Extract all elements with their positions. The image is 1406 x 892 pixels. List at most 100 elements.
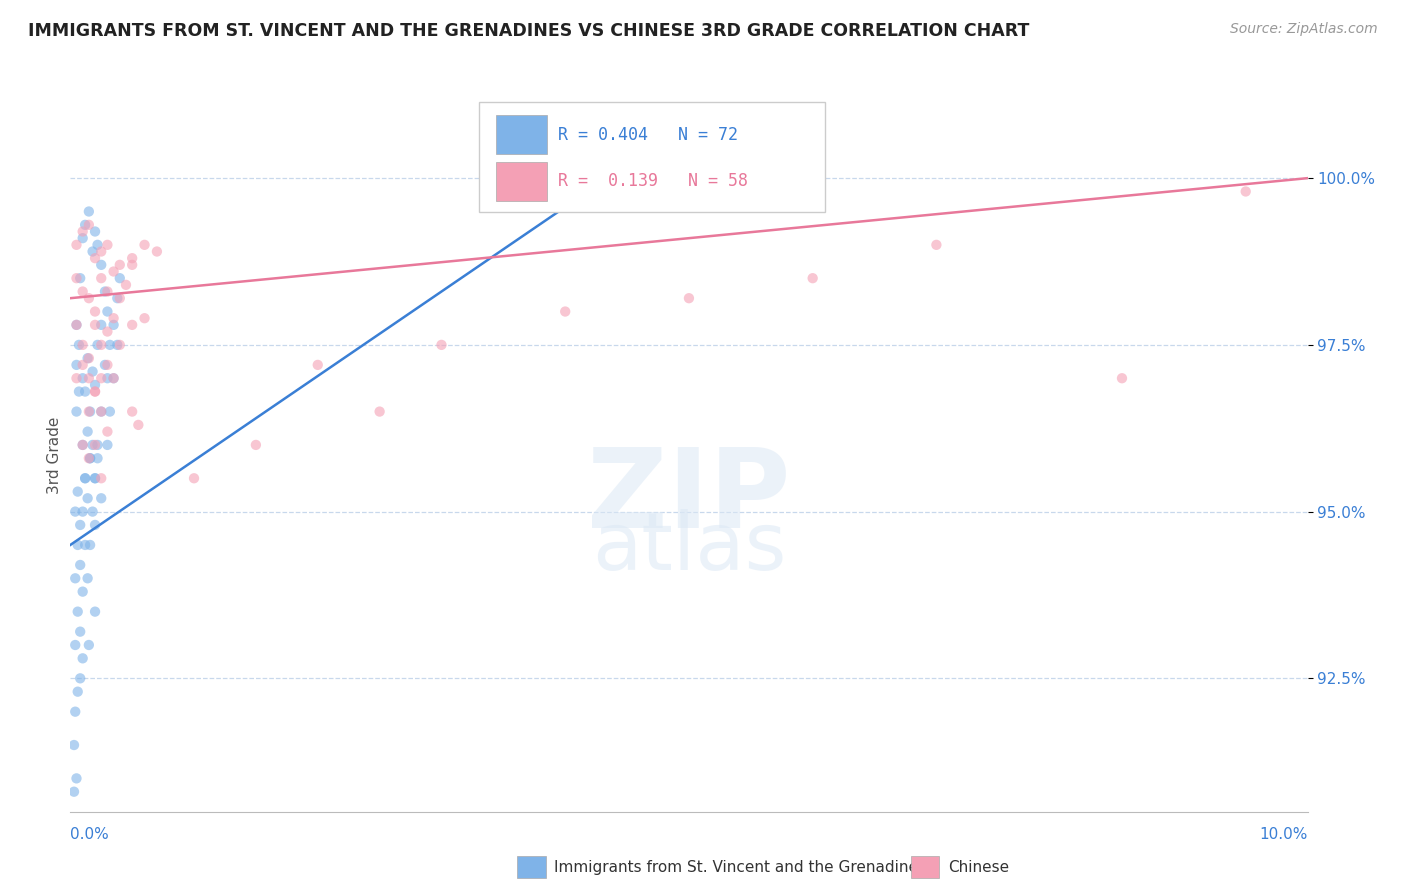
Point [76,351,98,366]
Point [103,318,125,332]
Point [108,338,131,352]
Point [72,505,94,519]
Point [66,484,89,499]
Point [86,237,108,252]
Point [115,277,138,292]
Point [84,377,107,392]
Point [96,237,118,252]
Point [108,258,131,272]
Point [103,311,125,326]
Point [69,271,91,285]
Point [678,291,700,305]
Point [77,638,100,652]
Point [75,471,97,485]
Point [77,371,100,385]
Point [82,505,104,519]
Point [65,358,87,372]
Point [94,358,117,372]
Point [86,451,108,466]
Point [105,338,128,352]
Point [103,264,125,278]
Point [183,471,205,485]
Text: atlas: atlas [592,508,786,587]
Point [146,244,169,259]
Point [90,244,112,259]
Point [79,451,101,466]
Point [108,291,131,305]
Point [801,271,824,285]
Point [90,404,112,418]
Point [72,371,94,385]
Point [134,311,156,326]
Point [134,237,156,252]
Point [77,404,100,418]
Point [82,365,104,379]
Point [79,538,101,552]
Point [96,285,118,299]
Point [96,425,118,439]
Text: Source: ZipAtlas.com: Source: ZipAtlas.com [1230,22,1378,37]
Point [121,251,143,265]
Point [65,705,87,719]
Point [90,338,112,352]
Point [75,538,97,552]
Point [65,271,87,285]
Point [66,605,89,619]
Point [72,438,94,452]
Point [98,404,121,418]
Point [63,785,86,799]
Point [72,358,94,372]
Point [75,471,97,485]
Text: 0.0%: 0.0% [70,827,110,841]
Point [430,338,453,352]
FancyBboxPatch shape [478,102,825,212]
Point [65,371,87,385]
Point [65,404,87,418]
Point [75,218,97,232]
Point [76,491,98,506]
Point [67,384,90,399]
Point [108,271,131,285]
Point [63,738,86,752]
Point [121,318,143,332]
FancyBboxPatch shape [496,162,547,201]
Text: IMMIGRANTS FROM ST. VINCENT AND THE GRENADINES VS CHINESE 3RD GRADE CORRELATION : IMMIGRANTS FROM ST. VINCENT AND THE GREN… [28,22,1029,40]
Point [925,237,948,252]
Point [65,237,87,252]
Text: Immigrants from St. Vincent and the Grenadines: Immigrants from St. Vincent and the Gren… [554,860,927,874]
Point [90,471,112,485]
Text: ZIP: ZIP [588,444,790,551]
Point [72,438,94,452]
Point [90,491,112,506]
Point [86,438,108,452]
Point [90,258,112,272]
Point [76,425,98,439]
Point [96,304,118,318]
Point [96,358,118,372]
Point [77,204,100,219]
Point [90,271,112,285]
Point [86,338,108,352]
Text: R = 0.404   N = 72: R = 0.404 N = 72 [558,126,738,144]
Point [72,225,94,239]
Point [84,225,107,239]
Point [65,318,87,332]
Point [69,671,91,685]
Point [105,291,128,305]
Point [84,518,107,533]
FancyBboxPatch shape [496,115,547,154]
Point [84,304,107,318]
Point [65,318,87,332]
Y-axis label: 3rd Grade: 3rd Grade [46,417,62,493]
Point [65,638,87,652]
Point [96,371,118,385]
Point [368,404,391,418]
Point [98,338,121,352]
Point [67,338,90,352]
Point [72,651,94,665]
Point [77,451,100,466]
Point [75,384,97,399]
Point [72,285,94,299]
Point [121,404,143,418]
Point [103,371,125,385]
